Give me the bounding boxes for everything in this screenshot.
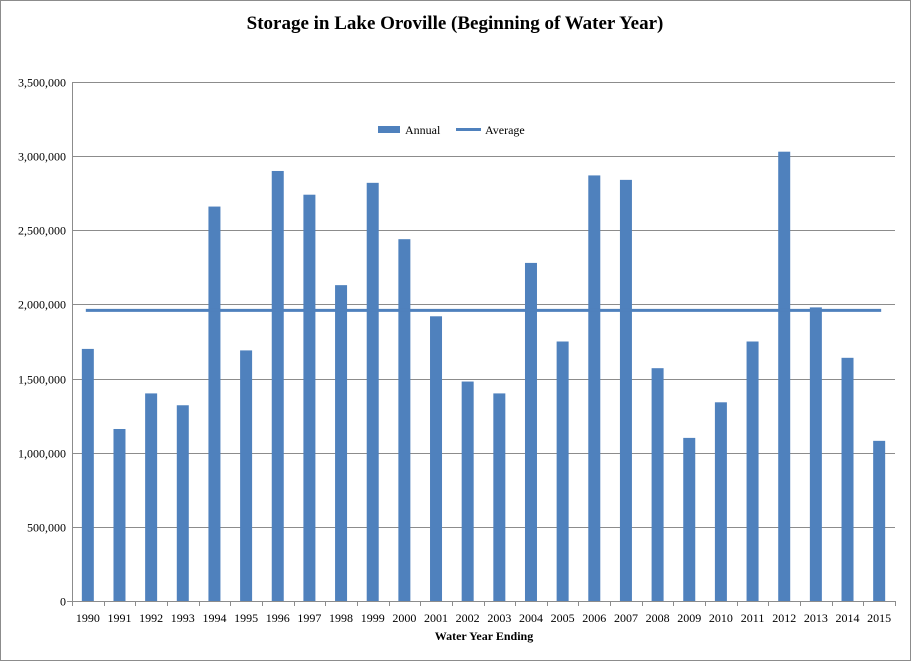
bar-2003 [493, 393, 506, 601]
x-axis-title: Water Year Ending [435, 629, 533, 643]
bar-2013 [809, 307, 822, 601]
x-tick-label: 2009 [677, 611, 701, 625]
x-tick-label: 2005 [551, 611, 575, 625]
x-tick-label: 1996 [266, 611, 290, 625]
bar-2004 [524, 262, 537, 601]
y-tick-labels: 0 500,000 1,000,000 1,500,000 2,000,000 2,500… [18, 76, 66, 609]
legend-label-annual: Annual [405, 123, 441, 137]
y-tick-label: 3,000,000 [18, 150, 66, 164]
x-tick-label: 2008 [646, 611, 670, 625]
bar-2007 [619, 179, 632, 601]
x-tick-label: 2002 [456, 611, 480, 625]
chart-title: Storage in Lake Oroville (Beginning of W… [247, 13, 664, 34]
bar-1991 [113, 428, 126, 601]
bar-1993 [176, 405, 189, 601]
x-tick-label: 1993 [171, 611, 195, 625]
x-tick-label: 1999 [361, 611, 385, 625]
y-tick-label: 500,000 [27, 521, 66, 535]
bar-1992 [145, 393, 158, 601]
x-tick-label: 1997 [297, 611, 321, 625]
bars [81, 151, 886, 602]
x-tick-label: 1998 [329, 611, 353, 625]
y-tick-label: 1,000,000 [18, 447, 66, 461]
x-tick-label: 1990 [76, 611, 100, 625]
bar-2001 [430, 316, 443, 601]
bar-2009 [683, 437, 696, 601]
x-tick-label: 2001 [424, 611, 448, 625]
bar-1997 [303, 194, 316, 601]
bar-1996 [271, 170, 284, 601]
y-tick-label: 1,500,000 [18, 373, 66, 387]
bar-2010 [714, 402, 727, 601]
x-tick-label: 1991 [107, 611, 131, 625]
x-tick-label: 2010 [709, 611, 733, 625]
x-tick-label: 2011 [741, 611, 765, 625]
bar-2002 [461, 381, 474, 601]
y-tick-label: 2,500,000 [18, 224, 66, 238]
bar-2015 [873, 440, 886, 601]
bar-2012 [778, 151, 791, 601]
x-tick-label: 2006 [582, 611, 606, 625]
x-tick-label: 2004 [519, 611, 543, 625]
legend-label-average: Average [485, 123, 525, 137]
bar-2008 [651, 368, 664, 601]
x-tick-labels: 1990 1991 1992 1993 1994 1995 1996 1997 1998 1999… [76, 611, 891, 625]
x-tick-label: 1992 [139, 611, 163, 625]
legend: Annual Average [378, 123, 525, 137]
bar-1998 [335, 285, 348, 601]
x-tick-label: 2013 [804, 611, 828, 625]
x-tick-label: 1995 [234, 611, 258, 625]
x-tick-label: 2012 [772, 611, 796, 625]
y-tick-label: 2,000,000 [18, 298, 66, 312]
bar-1990 [81, 348, 94, 601]
x-tick-label: 1994 [202, 611, 226, 625]
y-tick-label: 3,500,000 [18, 76, 66, 90]
legend-swatch-annual [378, 126, 400, 133]
bar-2000 [398, 239, 411, 601]
x-tick-label: 2014 [836, 611, 860, 625]
x-tick-label: 2015 [867, 611, 891, 625]
bar-2006 [588, 175, 601, 602]
bar-2011 [746, 341, 759, 601]
bar-1994 [208, 206, 221, 601]
axes [67, 82, 896, 606]
y-tick-label: 0 [60, 595, 66, 609]
gridlines [72, 82, 895, 528]
bar-1995 [240, 350, 253, 601]
bar-2014 [841, 357, 854, 601]
bar-1999 [366, 182, 379, 601]
x-tick-label: 2003 [487, 611, 511, 625]
x-tick-label: 2000 [392, 611, 416, 625]
bar-2005 [556, 341, 569, 601]
x-tick-label: 2007 [614, 611, 638, 625]
